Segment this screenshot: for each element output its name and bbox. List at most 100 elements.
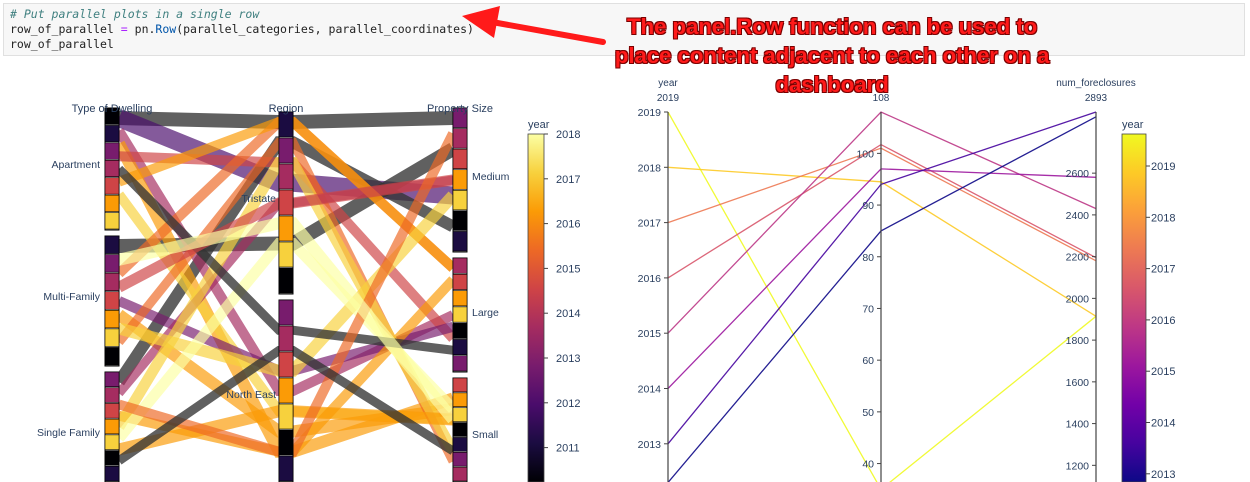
category-segment [452, 290, 468, 307]
category-segment [278, 351, 294, 378]
category-segment [452, 392, 468, 408]
category-segment [452, 377, 468, 393]
code-editor[interactable]: # Put parallel plots in a single row row… [10, 7, 474, 52]
category-segment [452, 231, 468, 252]
axis-title: num_foreclosures [1056, 78, 1135, 89]
category-segment [104, 434, 120, 450]
axis-tick-label: 2019 [638, 107, 662, 119]
axis-tick-label: 60 [862, 355, 874, 367]
category-segment [452, 169, 468, 190]
axis-tick-label: 90 [862, 200, 874, 212]
colorbar-tick-label: 2015 [556, 263, 580, 275]
category-segment [104, 125, 120, 143]
category-segment [278, 137, 294, 164]
axis-top-value: 108 [873, 93, 890, 104]
category-segment [278, 377, 294, 404]
colorbar-tick-label: 2014 [556, 308, 580, 320]
category-segment [104, 272, 120, 292]
code-function: Row [155, 22, 177, 36]
category-label: Tristate [241, 193, 276, 205]
axis-tick-label: 1800 [1066, 335, 1090, 347]
category-segment [278, 429, 294, 456]
code-var: row_of_parallel [10, 22, 114, 36]
coordinate-line [667, 168, 1097, 389]
axis-tick-label: 1600 [1066, 377, 1090, 389]
axis-tick-label: 2000 [1066, 293, 1090, 305]
axis-tick-label: 2600 [1066, 168, 1090, 180]
category-segment [104, 465, 120, 482]
colorbar-tick-label: 2013 [556, 353, 580, 365]
colorbar-tick-label: 2016 [1151, 315, 1175, 327]
category-segment [452, 107, 468, 128]
code-cell[interactable]: # Put parallel plots in a single row row… [3, 3, 1245, 56]
parallel-categories-plot[interactable]: Type of Dwelling Apartment Multi-Family Sin… [0, 0, 600, 482]
axis-tick-label: 2018 [638, 162, 662, 174]
colorbar-tick-label: 2011 [556, 443, 580, 455]
category-segment [452, 306, 468, 323]
category-label: Large [472, 307, 499, 319]
axis-tick-label: 70 [862, 303, 874, 315]
coordinate-line [667, 147, 1097, 262]
category-label: Medium [472, 171, 510, 183]
category-segment [452, 257, 468, 274]
dimension-label: Type of Dwelling [72, 103, 153, 115]
axis-top-value: 2019 [657, 93, 680, 104]
dimension-label: Property Size [427, 103, 493, 115]
category-segment [452, 339, 468, 356]
category-label: Apartment [52, 159, 101, 171]
colorbar-title: year [1122, 119, 1144, 131]
category-segment [452, 407, 468, 422]
category-segment [104, 371, 120, 388]
axis-tick-label: 2017 [638, 218, 662, 230]
code-module: pn. [134, 22, 156, 36]
code-comment: # Put parallel plots in a single row [10, 7, 260, 21]
category-segment [278, 299, 294, 326]
category-segment [452, 273, 468, 290]
parallel-coordinates-plot[interactable]: year 2019 2019 2018 2017 2016 2015 2014 2013 108 1… [600, 0, 1250, 482]
category-segment [278, 215, 294, 242]
category-segment [104, 309, 120, 329]
category-segment [104, 347, 120, 366]
colorbar-tick-label: 2014 [1151, 418, 1175, 430]
category-segment [278, 403, 294, 430]
colorbar-tick-label: 2012 [556, 398, 580, 410]
colorbar-tick-label: 2017 [556, 174, 580, 186]
colorbar-tick-label: 2017 [1151, 264, 1175, 276]
category-segment [452, 355, 468, 372]
category-segment [104, 235, 120, 254]
colorbar-title: year [528, 119, 550, 131]
colorbar-tick-label: 2018 [1151, 212, 1175, 224]
category-segment [452, 189, 468, 211]
axis-tick-label: 2015 [638, 328, 662, 340]
category-segment [104, 291, 120, 310]
colorbar-tick-label: 2018 [556, 129, 580, 141]
code-args: (parallel_categories, parallel_coordinat… [176, 22, 474, 36]
category-segment [104, 387, 120, 403]
category-segment [104, 328, 120, 347]
category-segment [104, 403, 120, 419]
category-segment [452, 451, 468, 467]
category-segment [278, 267, 294, 294]
category-segment [452, 437, 468, 452]
category-segment [104, 450, 120, 466]
colorbar [527, 133, 545, 482]
colorbar-tick-label: 2015 [1151, 366, 1175, 378]
category-label: North East [226, 389, 276, 401]
category-segment [104, 107, 120, 125]
category-segment [278, 189, 294, 216]
axis-tick-label: 2400 [1066, 210, 1090, 222]
colorbar-tick-label: 2013 [1151, 469, 1175, 481]
coordinate-line [667, 111, 1097, 445]
category-segment [104, 142, 120, 160]
category-segment [452, 422, 468, 437]
dimension-label: Region [269, 103, 304, 115]
category-segment [452, 148, 468, 170]
category-segment [104, 254, 120, 273]
axis-tick-label: 50 [862, 407, 874, 419]
category-segment [452, 128, 468, 149]
coordinate-line [667, 143, 1097, 279]
colorbar-tick-label: 2016 [556, 219, 580, 231]
category-segment [278, 111, 294, 138]
axis-tick-label: 1200 [1066, 460, 1090, 472]
category-segment [452, 210, 468, 231]
